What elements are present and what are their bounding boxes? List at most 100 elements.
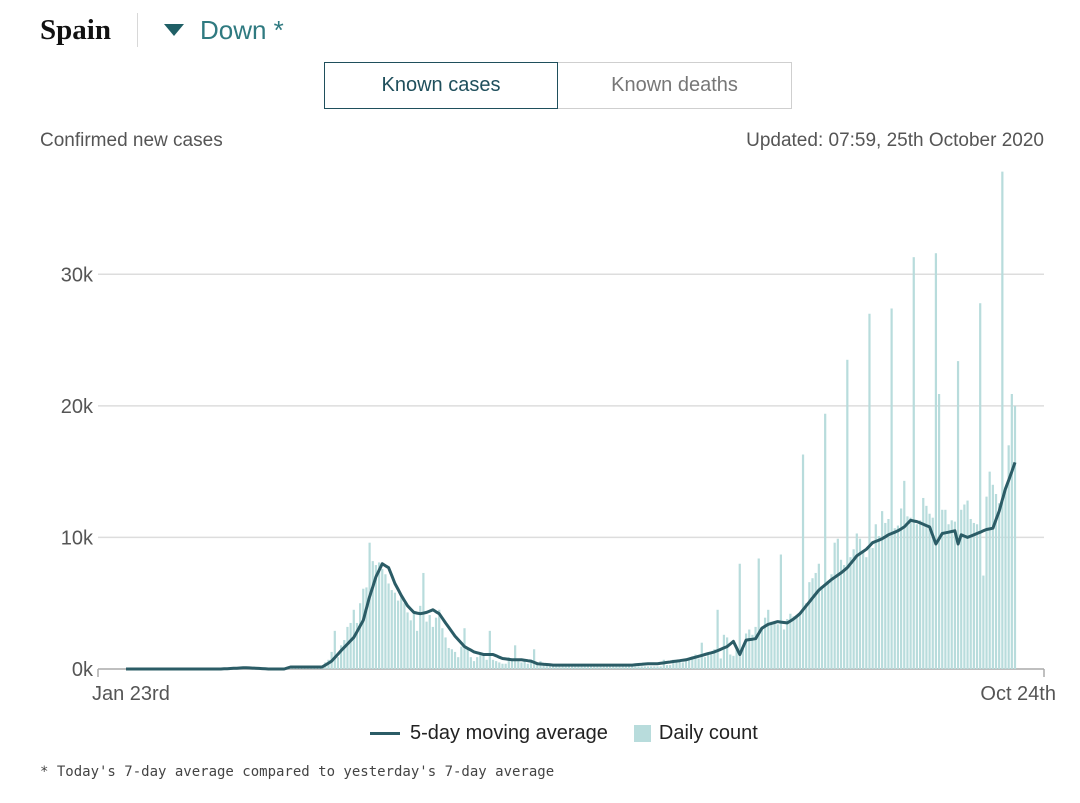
daily-bar (874, 524, 877, 669)
daily-bar (906, 516, 909, 669)
daily-bar (476, 657, 479, 669)
legend-line-swatch (370, 732, 400, 735)
daily-bar (637, 666, 640, 669)
daily-bar (365, 587, 368, 669)
daily-bar (444, 637, 447, 669)
trend-indicator: Down * (163, 15, 284, 46)
daily-bar (994, 494, 998, 669)
daily-bar (735, 649, 738, 669)
daily-bar (627, 665, 631, 669)
x-tick-label: Oct 24th (980, 683, 1056, 705)
daily-bar (786, 619, 789, 669)
daily-bar (792, 616, 795, 669)
daily-bar (862, 551, 865, 669)
daily-bar (567, 665, 571, 669)
daily-bar (824, 413, 827, 669)
daily-bar (697, 658, 700, 669)
daily-bar (599, 665, 602, 669)
daily-bar (890, 308, 893, 669)
daily-bar (504, 663, 507, 669)
header-divider (136, 13, 138, 47)
daily-bar (770, 621, 773, 669)
daily-bar (377, 562, 381, 669)
daily-bar (899, 508, 903, 669)
daily-bar (396, 600, 400, 669)
moving-average-line (126, 461, 1017, 671)
daily-bar (691, 658, 694, 669)
daily-bar (773, 622, 776, 669)
daily-bar (858, 538, 862, 669)
daily-bar (732, 655, 735, 669)
chart-legend: 5-day moving average Daily count (370, 722, 758, 745)
daily-bar (789, 613, 792, 669)
daily-bar (501, 663, 504, 669)
daily-bar (431, 626, 434, 669)
daily-bar (681, 662, 684, 669)
daily-bar (754, 626, 757, 669)
y-tick-label: 0k (72, 659, 94, 681)
daily-bar (1001, 171, 1004, 669)
y-tick-label: 10k (61, 527, 94, 549)
daily-bar (650, 666, 653, 669)
daily-bar (665, 665, 669, 669)
daily-bar (713, 649, 716, 669)
daily-bar (846, 359, 849, 669)
daily-bar (646, 666, 650, 669)
daily-bar (744, 633, 748, 669)
daily-bar (817, 563, 820, 669)
daily-bar (684, 661, 688, 669)
daily-bar (574, 666, 577, 669)
daily-bar (387, 583, 390, 669)
daily-bar (767, 609, 770, 669)
daily-bar (703, 657, 707, 669)
daily-bar (409, 620, 412, 669)
footnote: * Today's 7-day average compared to yest… (40, 764, 555, 780)
daily-bar (1010, 394, 1013, 669)
daily-bar (463, 628, 466, 669)
daily-bar (602, 666, 605, 669)
daily-bar (653, 666, 656, 669)
daily-bar (763, 617, 767, 669)
daily-bar (779, 554, 782, 669)
daily-bar (466, 649, 469, 669)
daily-bar (903, 480, 906, 669)
daily-bar (678, 659, 681, 669)
daily-bar (570, 666, 574, 669)
metric-tabs: Known cases Known deaths (324, 62, 792, 109)
daily-bar (346, 626, 349, 669)
daily-bar (659, 666, 662, 669)
daily-bar (865, 557, 868, 669)
daily-bar (918, 520, 922, 669)
daily-bar (896, 525, 900, 669)
legend-bar-label: Daily count (658, 722, 758, 744)
daily-bar (447, 647, 450, 669)
y-tick-label: 20k (61, 396, 94, 418)
daily-bar (830, 574, 833, 669)
daily-bar (909, 517, 912, 669)
updated-timestamp: Updated: 07:59, 25th October 2020 (746, 130, 1044, 151)
daily-bar (507, 657, 510, 669)
legend-line-label: 5-day moving average (410, 722, 608, 744)
cases-chart: 0k 10k 20k 30k Jan 23rd Oct 24th (61, 171, 1056, 705)
triangle-down-icon (163, 24, 184, 36)
tab-known-cases[interactable]: Known cases (324, 62, 558, 109)
daily-bar (710, 654, 713, 669)
daily-bar (384, 574, 387, 669)
daily-bar (514, 645, 517, 669)
daily-bar (960, 509, 963, 669)
daily-bar (333, 630, 336, 669)
daily-bar (852, 549, 855, 669)
daily-bar (751, 634, 754, 669)
tab-known-deaths[interactable]: Known deaths (558, 62, 792, 109)
daily-bar (349, 622, 352, 669)
daily-bar (877, 536, 881, 669)
daily-bar (729, 654, 732, 669)
daily-bar (953, 521, 956, 669)
daily-bar (523, 659, 526, 669)
daily-bar (580, 665, 583, 669)
daily-bar (881, 511, 884, 669)
daily-bar (656, 666, 659, 669)
daily-bar (922, 497, 925, 669)
daily-bar (422, 572, 425, 669)
daily-bar (618, 665, 621, 669)
